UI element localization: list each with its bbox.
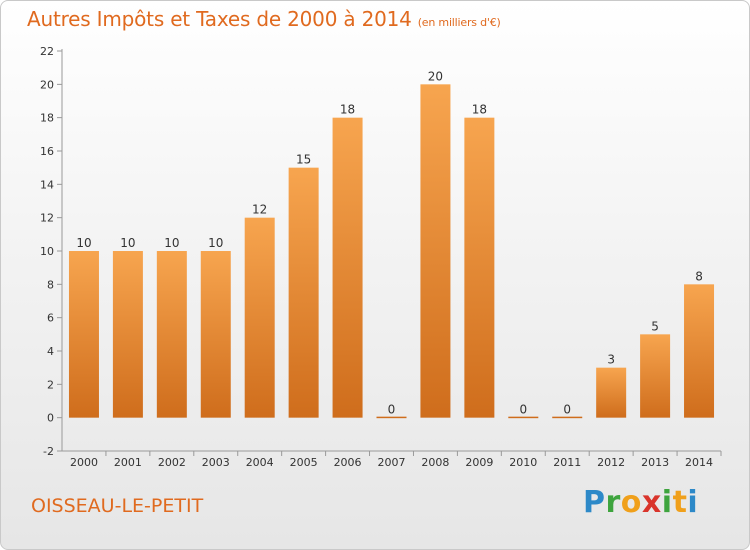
x-tick-label: 2004 — [246, 456, 274, 469]
x-tick-label: 2010 — [509, 456, 537, 469]
bar — [332, 117, 363, 418]
data-label: 8 — [695, 269, 703, 283]
x-tick-label: 2008 — [421, 456, 449, 469]
x-tick-label: 2012 — [597, 456, 625, 469]
x-tick-label: 2003 — [202, 456, 230, 469]
proxiti-logo: Proxiti — [583, 485, 699, 520]
data-label: 18 — [340, 103, 355, 117]
data-label: 18 — [472, 103, 487, 117]
y-tick-label: -2 — [43, 445, 54, 458]
y-tick-label: 20 — [40, 78, 54, 91]
bar — [244, 217, 275, 418]
x-tick-label: 2005 — [290, 456, 318, 469]
y-tick-label: 2 — [47, 378, 54, 391]
bar — [508, 416, 539, 419]
data-label: 0 — [563, 403, 571, 417]
x-tick-label: 2007 — [378, 456, 406, 469]
bar — [288, 167, 319, 418]
x-tick-label: 2014 — [685, 456, 713, 469]
bar — [156, 251, 187, 418]
data-labels: 10 10 10 10 12 15 18 0 20 18 0 0 3 5 8 — [76, 69, 703, 416]
data-label: 10 — [208, 236, 223, 250]
data-label: 20 — [428, 69, 443, 83]
chart-title-text: Autres Impôts et Taxes de 2000 à 2014 — [27, 7, 412, 31]
y-tick-label: 0 — [47, 412, 54, 425]
data-label: 0 — [388, 403, 396, 417]
data-label: 0 — [519, 403, 527, 417]
commune-name: OISSEAU-LE-PETIT — [31, 495, 204, 517]
x-tick-label: 2009 — [465, 456, 493, 469]
y-tick-label: 22 — [40, 45, 54, 58]
bar — [552, 416, 583, 419]
y-tick-label: 4 — [47, 345, 54, 358]
x-tick-label: 2006 — [334, 456, 362, 469]
data-label: 10 — [120, 236, 135, 250]
y-tick-label: 12 — [40, 212, 54, 225]
bar — [596, 367, 627, 418]
x-tick-label: 2013 — [641, 456, 669, 469]
chart-title: Autres Impôts et Taxes de 2000 à 2014 (en… — [27, 7, 501, 31]
y-tick-label: 10 — [40, 245, 54, 258]
bar — [684, 284, 715, 418]
bar — [464, 117, 495, 418]
x-tick-label: 2001 — [114, 456, 142, 469]
y-tick-label: 8 — [47, 278, 54, 291]
data-label: 12 — [252, 203, 267, 217]
bar — [200, 251, 231, 418]
y-tick-label: 6 — [47, 312, 54, 325]
bar — [112, 251, 143, 418]
bar — [420, 84, 451, 418]
y-tick-label: 18 — [40, 112, 54, 125]
chart-unit: (en milliers d'€) — [417, 16, 501, 29]
data-label: 10 — [164, 236, 179, 250]
data-label: 10 — [76, 236, 91, 250]
x-tick-label: 2002 — [158, 456, 186, 469]
data-label: 15 — [296, 153, 311, 167]
data-label: 5 — [651, 319, 659, 333]
bar — [68, 251, 99, 418]
y-tick-label: 16 — [40, 145, 54, 158]
x-tick-label: 2011 — [553, 456, 581, 469]
bars — [68, 84, 715, 419]
bar — [376, 416, 407, 419]
x-tick-label: 2000 — [70, 456, 98, 469]
y-tick-label: 14 — [40, 178, 54, 191]
data-label: 3 — [607, 353, 615, 367]
bar — [640, 334, 671, 418]
